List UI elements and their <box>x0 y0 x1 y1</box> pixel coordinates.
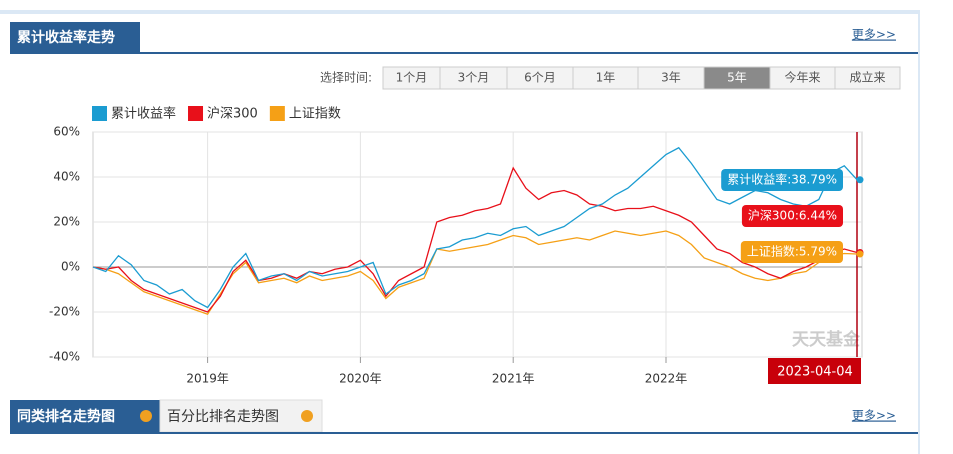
more-link[interactable]: 更多>> <box>852 409 896 423</box>
header-title: 累计收益率走势 <box>17 29 115 46</box>
legend-swatch[interactable] <box>188 106 204 121</box>
end-value-label: 沪深300:6.44% <box>748 209 837 223</box>
end-label-box <box>721 169 843 191</box>
header-tab <box>10 22 140 53</box>
y-tick-label: 40% <box>53 170 80 184</box>
cursor-date: 2023-04-04 <box>777 365 853 380</box>
y-tick-label: -20% <box>49 305 80 319</box>
time-button-label[interactable]: 3年 <box>661 71 681 85</box>
tab-icon <box>140 410 152 422</box>
tabs-rule <box>10 432 918 434</box>
y-tick-label: 20% <box>53 215 80 229</box>
tab-label[interactable]: 同类排名走势图 <box>17 408 115 425</box>
y-tick-label: 0% <box>61 260 80 274</box>
tab-icon <box>301 410 313 422</box>
legend-swatch[interactable] <box>269 106 285 121</box>
time-label: 选择时间: <box>320 71 372 85</box>
y-tick-label: -40% <box>49 350 80 364</box>
x-tick-label: 2020年 <box>339 372 382 386</box>
y-tick-label: 60% <box>53 125 80 139</box>
x-tick-label: 2019年 <box>186 372 229 386</box>
header-rule <box>10 52 918 54</box>
time-button-label[interactable]: 6个月 <box>524 71 556 85</box>
time-button-label[interactable]: 5年 <box>727 71 747 85</box>
end-value-label: 累计收益率:38.79% <box>727 172 837 187</box>
x-tick-label: 2022年 <box>645 372 688 386</box>
tab-label[interactable]: 百分比排名走势图 <box>167 409 279 425</box>
time-button-label[interactable]: 1个月 <box>396 71 428 85</box>
watermark: 天天基金 <box>792 329 861 350</box>
time-button-label[interactable]: 今年来 <box>784 70 820 85</box>
legend-label[interactable]: 沪深300 <box>207 106 258 122</box>
right-border <box>918 10 920 454</box>
end-label-box <box>741 205 843 227</box>
active-tab-bg <box>10 400 160 432</box>
end-marker <box>856 250 864 258</box>
series-line <box>92 166 858 313</box>
end-value-label: 上证指数:5.79% <box>747 244 837 259</box>
top-strip <box>0 10 920 14</box>
cursor-date-box <box>768 358 861 384</box>
series-line <box>92 230 858 316</box>
time-button-label[interactable]: 1年 <box>596 71 616 85</box>
time-button-label[interactable]: 3个月 <box>458 71 490 85</box>
end-label-box <box>740 241 843 263</box>
more-link[interactable]: 更多>> <box>852 28 896 42</box>
legend-label[interactable]: 累计收益率 <box>111 106 176 122</box>
series-line <box>92 146 858 309</box>
x-tick-label: 2021年 <box>492 372 535 386</box>
legend-label[interactable]: 上证指数 <box>289 107 341 122</box>
legend-swatch[interactable] <box>92 106 107 121</box>
time-button[interactable] <box>834 66 901 90</box>
time-button-label[interactable]: 成立来 <box>849 70 885 85</box>
end-marker <box>856 176 864 184</box>
